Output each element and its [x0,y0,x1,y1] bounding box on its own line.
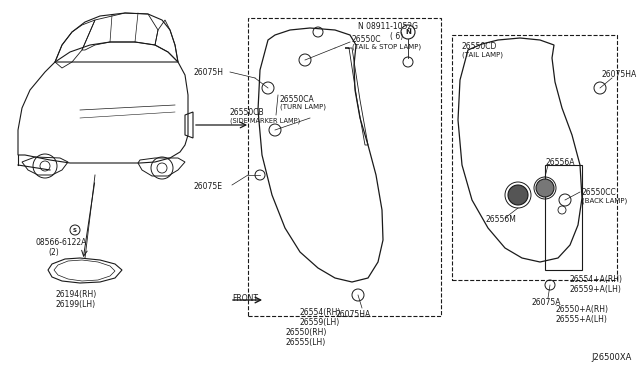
Text: 26199(LH): 26199(LH) [55,300,95,309]
Text: 26194(RH): 26194(RH) [55,290,96,299]
Text: 26556M: 26556M [486,215,517,224]
Circle shape [536,179,554,197]
Text: 26550(RH): 26550(RH) [285,328,326,337]
Text: 26075HA: 26075HA [602,70,637,79]
Text: (TAIL & STOP LAMP): (TAIL & STOP LAMP) [352,44,421,51]
Text: N 08911-1052G: N 08911-1052G [358,22,418,31]
Text: 26550C: 26550C [352,35,381,44]
Bar [452,35,617,280]
Text: 26550+A(RH): 26550+A(RH) [555,305,608,314]
Text: (SIDE MARKER LAMP): (SIDE MARKER LAMP) [230,118,300,125]
Text: N: N [405,29,411,35]
Text: (BACK LAMP): (BACK LAMP) [582,198,627,205]
Text: 26555+A(LH): 26555+A(LH) [555,315,607,324]
Bar [248,18,441,316]
Text: ( 6): ( 6) [390,32,403,41]
Text: 26550CD: 26550CD [462,42,497,51]
Text: 26559(LH): 26559(LH) [300,318,340,327]
Text: (TAIL LAMP): (TAIL LAMP) [462,52,503,58]
Text: 08566-6122A: 08566-6122A [35,238,86,247]
Text: 26075H: 26075H [193,68,223,77]
Text: 26550CA: 26550CA [280,95,315,104]
Text: S: S [73,228,77,232]
Text: 26554+A(RH): 26554+A(RH) [570,275,623,284]
Text: J26500XA: J26500XA [591,353,632,362]
Text: 26075HA: 26075HA [335,310,371,319]
Text: (2): (2) [48,248,59,257]
Text: 26554(RH): 26554(RH) [300,308,341,317]
Text: 26075E: 26075E [193,182,222,191]
Text: 26556A: 26556A [546,158,575,167]
Text: 26559+A(LH): 26559+A(LH) [570,285,622,294]
Text: 26555(LH): 26555(LH) [285,338,325,347]
Text: 26075A: 26075A [532,298,561,307]
Text: FRONT: FRONT [232,294,258,303]
Circle shape [508,185,528,205]
Text: (TURN LAMP): (TURN LAMP) [280,104,326,110]
Text: 26550CC: 26550CC [582,188,617,197]
Text: 26550CB: 26550CB [230,108,264,117]
